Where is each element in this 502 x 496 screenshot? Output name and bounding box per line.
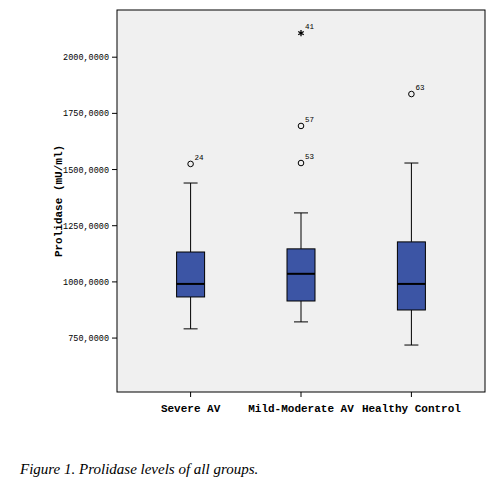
y-tick — [112, 338, 117, 339]
y-tick — [112, 113, 117, 114]
lower-whisker — [301, 301, 302, 322]
lower-cap — [294, 321, 308, 322]
y-tick — [112, 169, 117, 170]
x-tick-label: Severe AV — [161, 403, 221, 415]
y-axis-label: Prolidase (mU/ml) — [53, 145, 65, 257]
upper-whisker — [190, 183, 191, 252]
y-tick — [112, 57, 117, 58]
outlier-label: 53 — [305, 153, 315, 161]
chart: 750,0000 1000,0000 1250,0000 1500,0000 1750,… — [0, 0, 502, 496]
outlier — [188, 161, 194, 167]
outlier-label: 24 — [195, 154, 205, 162]
y-tick-label: 2000,0000 — [63, 53, 109, 63]
y-tick-label: 750,0000 — [68, 334, 109, 344]
outlier-label: 57 — [305, 116, 314, 124]
outlier — [298, 123, 304, 129]
plot-marks — [177, 30, 426, 345]
upper-cap — [294, 212, 308, 213]
caption: Figure 1. Prolidase levels of all groups… — [19, 461, 258, 477]
extreme-outlier — [298, 30, 304, 36]
lower-cap — [184, 328, 198, 329]
y-tick — [112, 281, 117, 282]
outlier-label: 41 — [305, 23, 315, 31]
y-tick-label: 1000,0000 — [63, 278, 109, 288]
box — [177, 252, 205, 297]
median — [177, 283, 205, 285]
y-tick-label: 1750,0000 — [63, 109, 109, 119]
plot-frame — [117, 10, 485, 392]
outlier-label: 63 — [415, 84, 425, 92]
x-tick — [190, 392, 191, 397]
box — [397, 242, 425, 310]
outlier — [298, 160, 304, 166]
lower-whisker — [190, 297, 191, 329]
median — [397, 283, 425, 285]
lower-whisker — [411, 310, 412, 345]
box — [287, 249, 315, 301]
upper-cap — [184, 183, 198, 184]
y-tick — [112, 225, 117, 226]
x-tick-label: Mild-Moderate AV — [248, 403, 354, 415]
x-tick — [411, 392, 412, 397]
y-tick-label: 1250,0000 — [63, 222, 109, 232]
upper-cap — [404, 163, 418, 164]
median — [287, 273, 315, 275]
upper-whisker — [411, 163, 412, 242]
y-tick-label: 1500,0000 — [63, 166, 109, 176]
lower-cap — [404, 345, 418, 346]
upper-whisker — [301, 213, 302, 249]
outlier — [409, 91, 415, 97]
x-tick-label: Healthy Control — [362, 403, 461, 415]
x-tick — [301, 392, 302, 397]
